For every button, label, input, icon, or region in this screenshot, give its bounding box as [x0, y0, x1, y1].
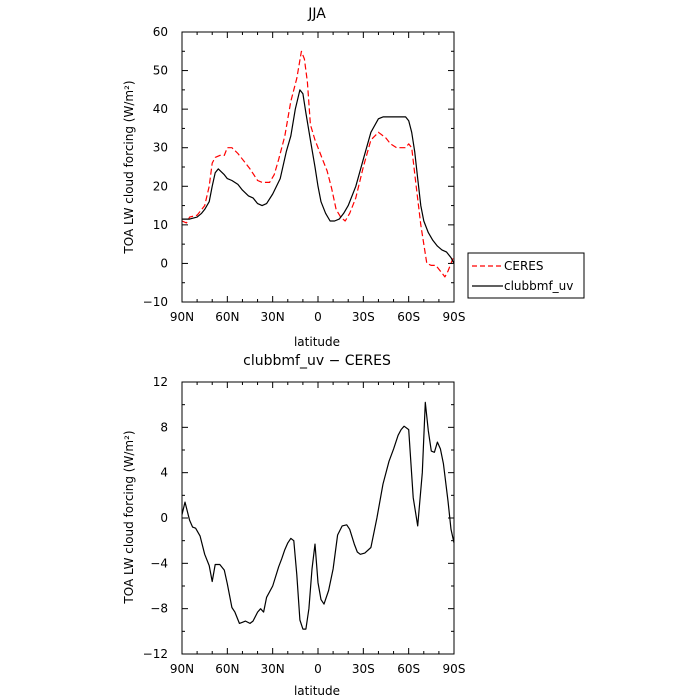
legend-label-ceres: CERES [504, 259, 544, 273]
x-tick-label: 0 [314, 310, 322, 324]
y-tick-label: −12 [143, 647, 168, 661]
series-line-clubbmf-uv [182, 89, 455, 264]
y-tick-label: 60 [153, 25, 168, 39]
y-tick-label: 8 [160, 420, 168, 434]
bottom-chart: clubbmf_uv − CERES TOA LW cloud forcing … [122, 353, 465, 698]
y-tick-label: 20 [153, 179, 168, 193]
y-tick-label: 30 [153, 141, 168, 155]
x-tick-label: 0 [314, 662, 322, 676]
y-tick-label: 40 [153, 102, 168, 116]
top-plot-frame [181, 31, 455, 303]
legend-label-clubbmf-uv: clubbmf_uv [504, 279, 573, 293]
y-tick-label: −4 [150, 556, 168, 570]
top-chart-ylabel: TOA LW cloud forcing (W/m²) [122, 80, 136, 254]
y-tick-label: 50 [153, 64, 168, 78]
x-tick-label: 60N [215, 662, 239, 676]
y-tick-label: 4 [160, 466, 168, 480]
y-tick-label: 10 [153, 218, 168, 232]
x-tick-label: 90S [443, 310, 466, 324]
top-chart-title: JJA [307, 6, 326, 22]
series-line-difference-0 [181, 401, 455, 630]
bottom-plot-frame [181, 381, 455, 655]
x-tick-label: 30N [261, 662, 285, 676]
top-chart-xlabel: latitude [294, 335, 340, 349]
x-tick-label: 30S [352, 662, 375, 676]
y-tick-label: −8 [150, 602, 168, 616]
x-tick-label: 60S [397, 310, 420, 324]
x-tick-label: 30N [261, 310, 285, 324]
x-tick-label: 90N [170, 662, 194, 676]
y-tick-label: −10 [143, 295, 168, 309]
top-chart: JJA TOA LW cloud forcing (W/m²) latitude… [122, 6, 465, 349]
series-line-ceres [181, 50, 455, 278]
x-tick-label: 60S [397, 662, 420, 676]
bottom-chart-ylabel: TOA LW cloud forcing (W/m²) [122, 430, 136, 604]
legend-box [467, 252, 585, 299]
x-tick-label: 30S [352, 310, 375, 324]
bottom-chart-title: clubbmf_uv − CERES [243, 353, 391, 369]
x-tick-label: 90N [170, 310, 194, 324]
y-tick-label: 0 [160, 511, 168, 525]
x-tick-label: 60N [215, 310, 239, 324]
x-tick-label: 90S [443, 662, 466, 676]
y-tick-label: 0 [160, 256, 168, 270]
y-tick-label: 12 [153, 375, 168, 389]
bottom-chart-xlabel: latitude [294, 684, 340, 698]
legend: CERES clubbmf_uv [467, 252, 585, 299]
